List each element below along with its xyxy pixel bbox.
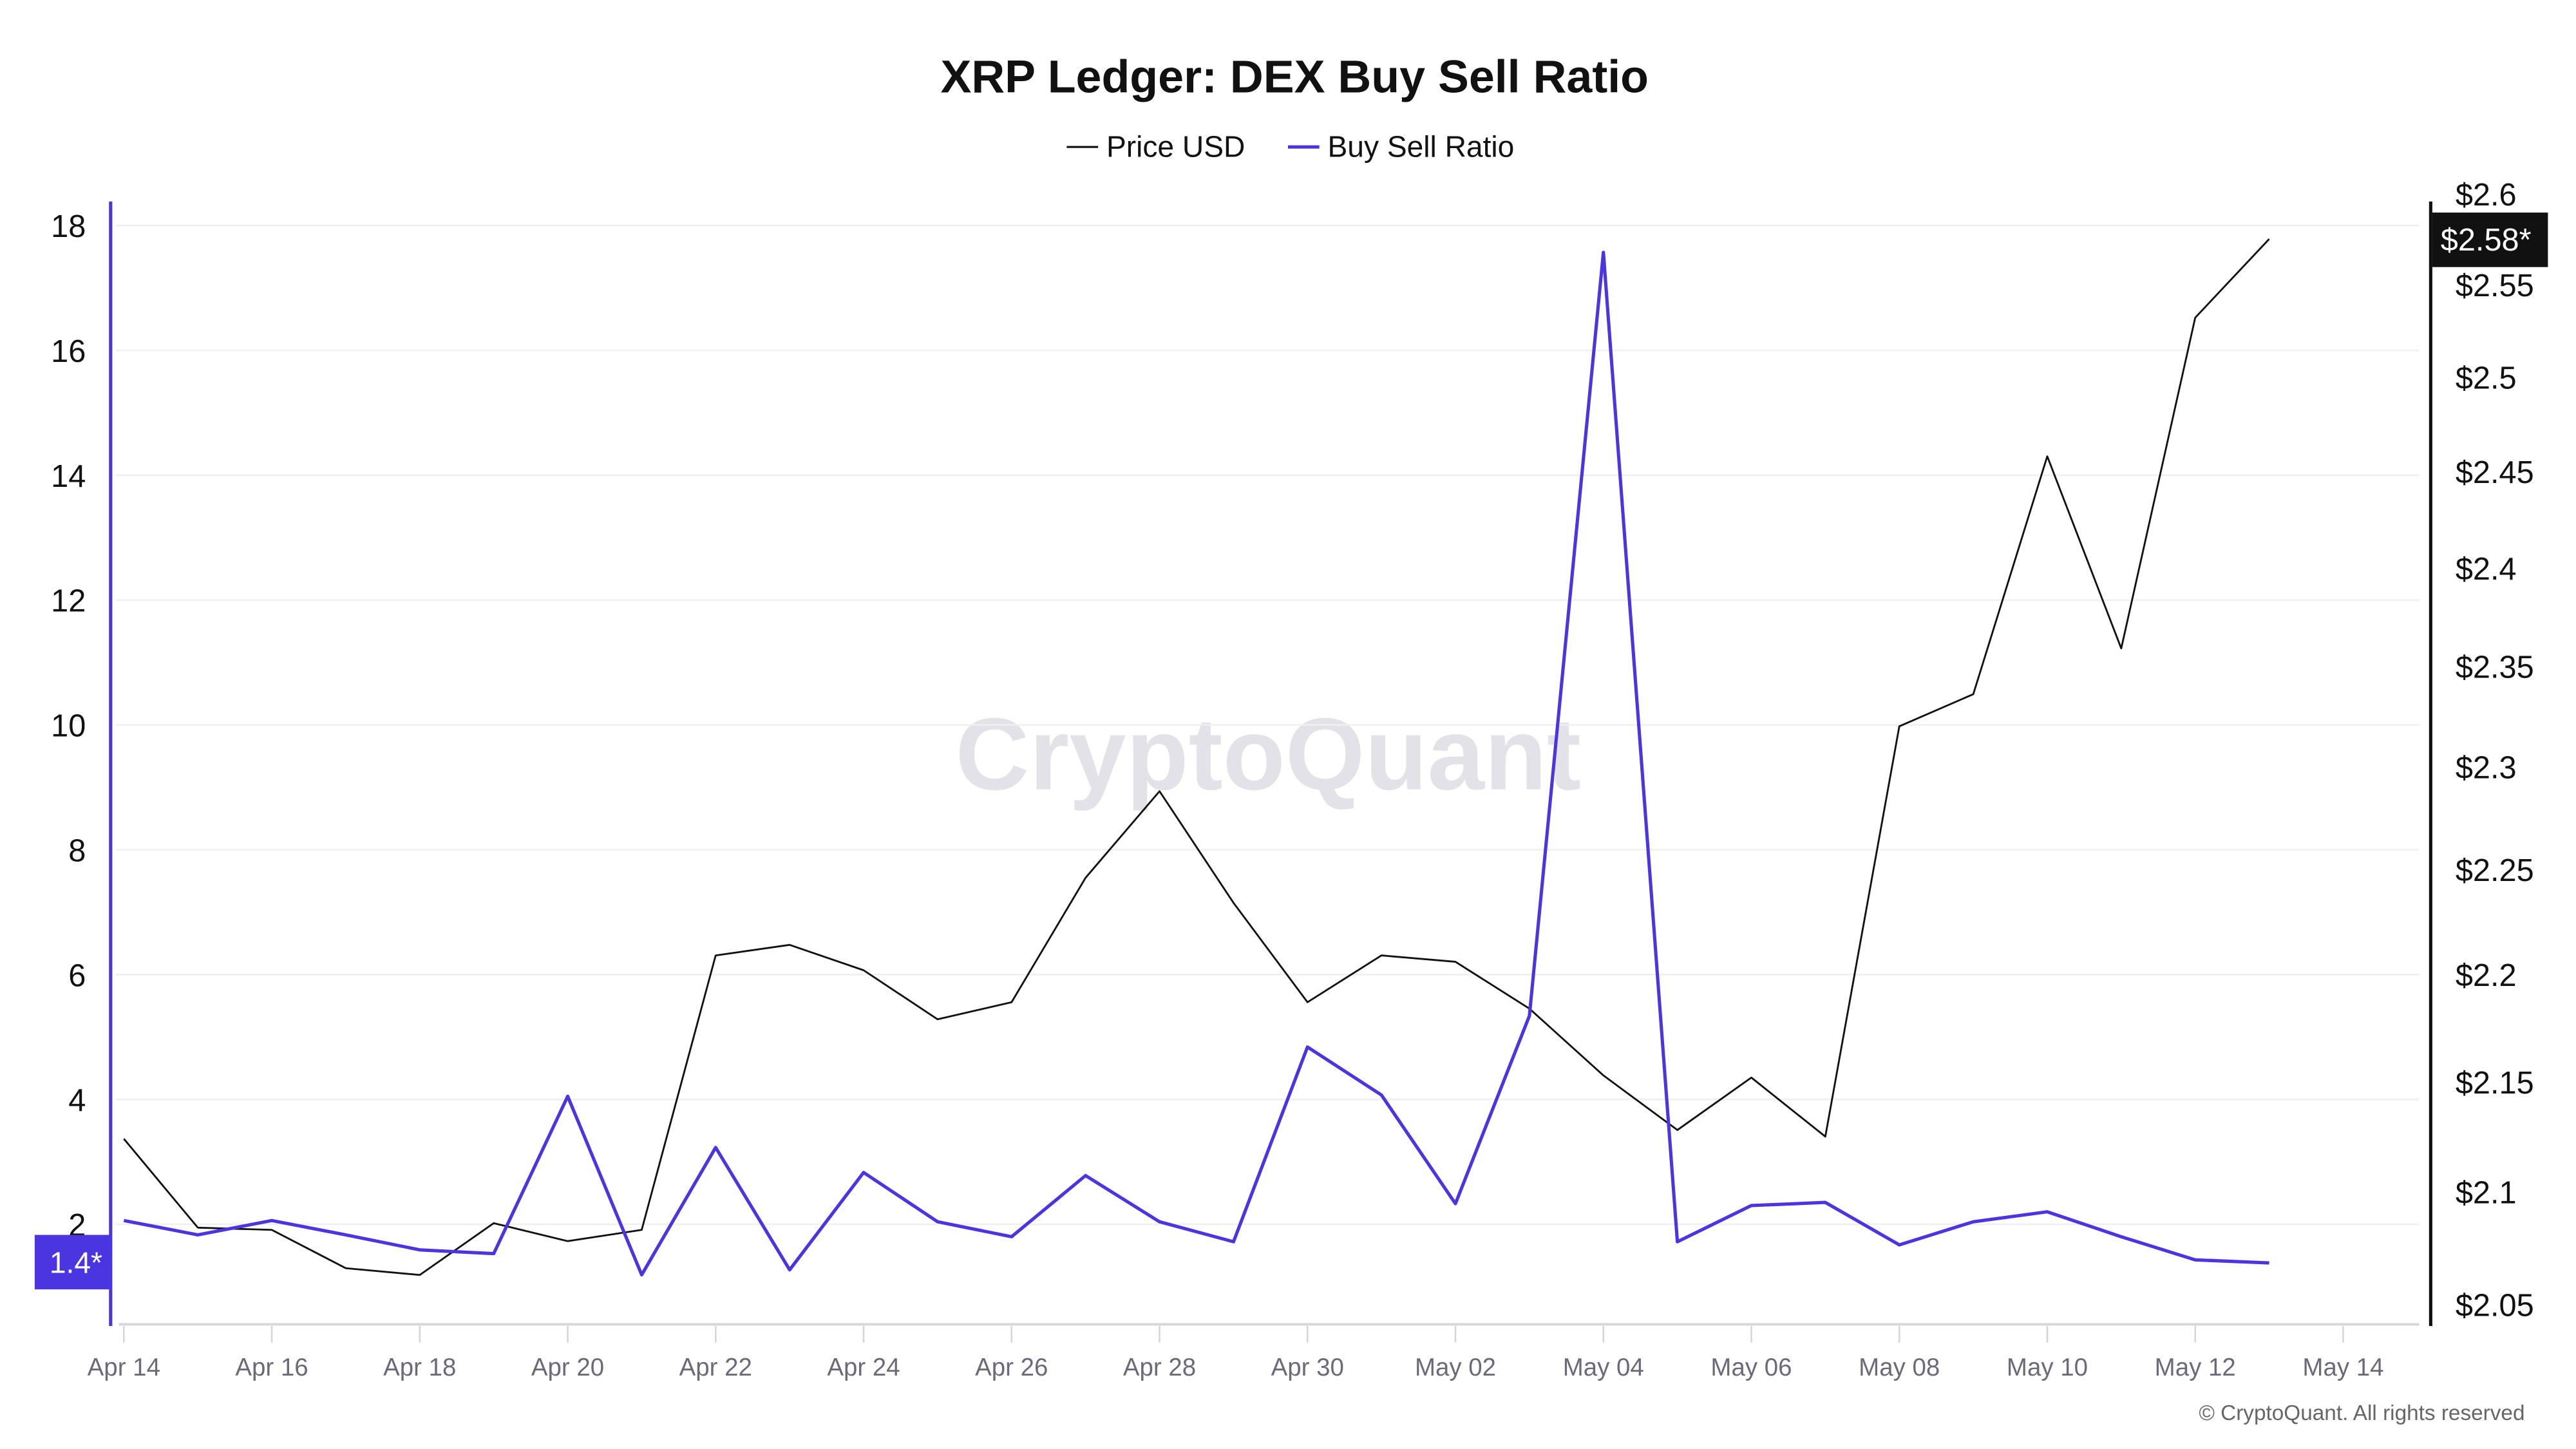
left-tick-label: 8 [68,833,86,868]
buy-sell-ratio-line [123,251,2269,1277]
right-tick-label: $2.15 [2456,1066,2534,1101]
legend: Price USD Buy Sell Ratio [1066,130,1514,164]
right-tick-label: $2.05 [2456,1289,2534,1323]
price-last-value: $2.58* [2441,223,2532,258]
price-usd-line [123,238,2270,1276]
right-tick-label: $2.5 [2456,361,2517,396]
buy-sell-ratio-last-value-badge [34,1235,111,1290]
x-tick-label: Apr 14 [88,1354,160,1381]
x-tick-label: May 10 [2007,1354,2088,1381]
x-tick-label: Apr 20 [531,1354,604,1381]
x-tick-label: May 02 [1415,1354,1496,1381]
x-tick-label: Apr 26 [975,1354,1048,1381]
left-tick-label: 6 [68,958,86,993]
x-tick-label: Apr 16 [235,1354,308,1381]
x-tick-label: Apr 30 [1271,1354,1344,1381]
x-tick-label: May 08 [1859,1354,1940,1381]
right-tick-label: $2.3 [2456,751,2517,786]
price-last-value-badge [2432,213,2548,267]
left-tick-label: 4 [68,1083,86,1118]
left-tick-label: 10 [51,709,86,744]
x-tick-label: Apr 18 [383,1354,456,1381]
left-tick-label: 12 [51,584,86,619]
right-tick-label: $2.25 [2456,853,2534,888]
right-tick-label: $2.6 [2456,178,2517,213]
chart-title: XRP Ledger: DEX Buy Sell Ratio [940,52,1649,103]
buy-sell-ratio-last-value: 1.4* [50,1246,102,1280]
left-tick-label: 16 [51,334,86,369]
copyright: © CryptoQuant. All rights reserved [2199,1401,2524,1425]
x-tick-label: May 06 [1710,1354,1792,1381]
right-tick-label: $2.45 [2456,455,2534,490]
x-tick-label: May 12 [2155,1354,2236,1381]
left-tick-label: 18 [51,209,86,244]
right-tick-label: $2.55 [2456,269,2534,303]
x-tick-label: May 04 [1563,1354,1644,1381]
legend-buy-sell-ratio[interactable]: Buy Sell Ratio [1328,130,1515,164]
right-tick-label: $2.4 [2456,552,2517,587]
watermark: CryptoQuant [956,697,1581,811]
legend-price-usd[interactable]: Price USD [1106,130,1245,164]
right-tick-label: $2.35 [2456,650,2534,685]
x-tick-label: Apr 24 [827,1354,900,1381]
left-tick-label: 14 [51,459,86,494]
x-tick-label: Apr 28 [1123,1354,1196,1381]
right-tick-label: $2.2 [2456,958,2517,993]
x-tick-label: May 14 [2302,1354,2383,1381]
x-tick-label: Apr 22 [679,1354,752,1381]
right-tick-label: $2.1 [2456,1176,2517,1211]
